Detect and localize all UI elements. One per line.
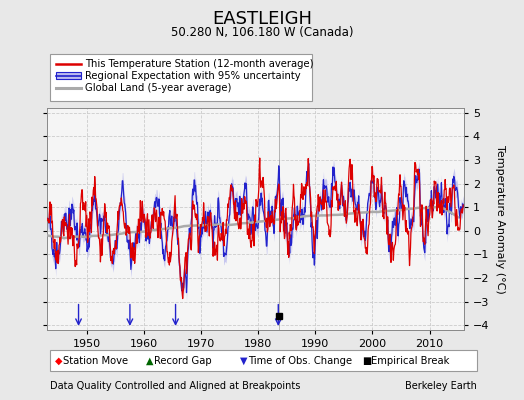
Text: ■: ■ bbox=[362, 356, 372, 366]
Y-axis label: Temperature Anomaly (°C): Temperature Anomaly (°C) bbox=[495, 145, 505, 293]
Text: ◆: ◆ bbox=[56, 356, 63, 366]
Text: Record Gap: Record Gap bbox=[154, 356, 211, 366]
Text: Global Land (5-year average): Global Land (5-year average) bbox=[85, 82, 232, 92]
Text: 50.280 N, 106.180 W (Canada): 50.280 N, 106.180 W (Canada) bbox=[171, 26, 353, 39]
Text: Regional Expectation with 95% uncertainty: Regional Expectation with 95% uncertaint… bbox=[85, 70, 301, 81]
Text: Data Quality Controlled and Aligned at Breakpoints: Data Quality Controlled and Aligned at B… bbox=[50, 381, 300, 391]
Text: Time of Obs. Change: Time of Obs. Change bbox=[248, 356, 352, 366]
Text: EASTLEIGH: EASTLEIGH bbox=[212, 10, 312, 28]
Text: ▲: ▲ bbox=[146, 356, 153, 366]
Text: This Temperature Station (12-month average): This Temperature Station (12-month avera… bbox=[85, 59, 314, 69]
Text: Station Move: Station Move bbox=[63, 356, 128, 366]
Text: Berkeley Earth: Berkeley Earth bbox=[405, 381, 477, 391]
Text: Empirical Break: Empirical Break bbox=[371, 356, 450, 366]
Text: ▼: ▼ bbox=[240, 356, 247, 366]
